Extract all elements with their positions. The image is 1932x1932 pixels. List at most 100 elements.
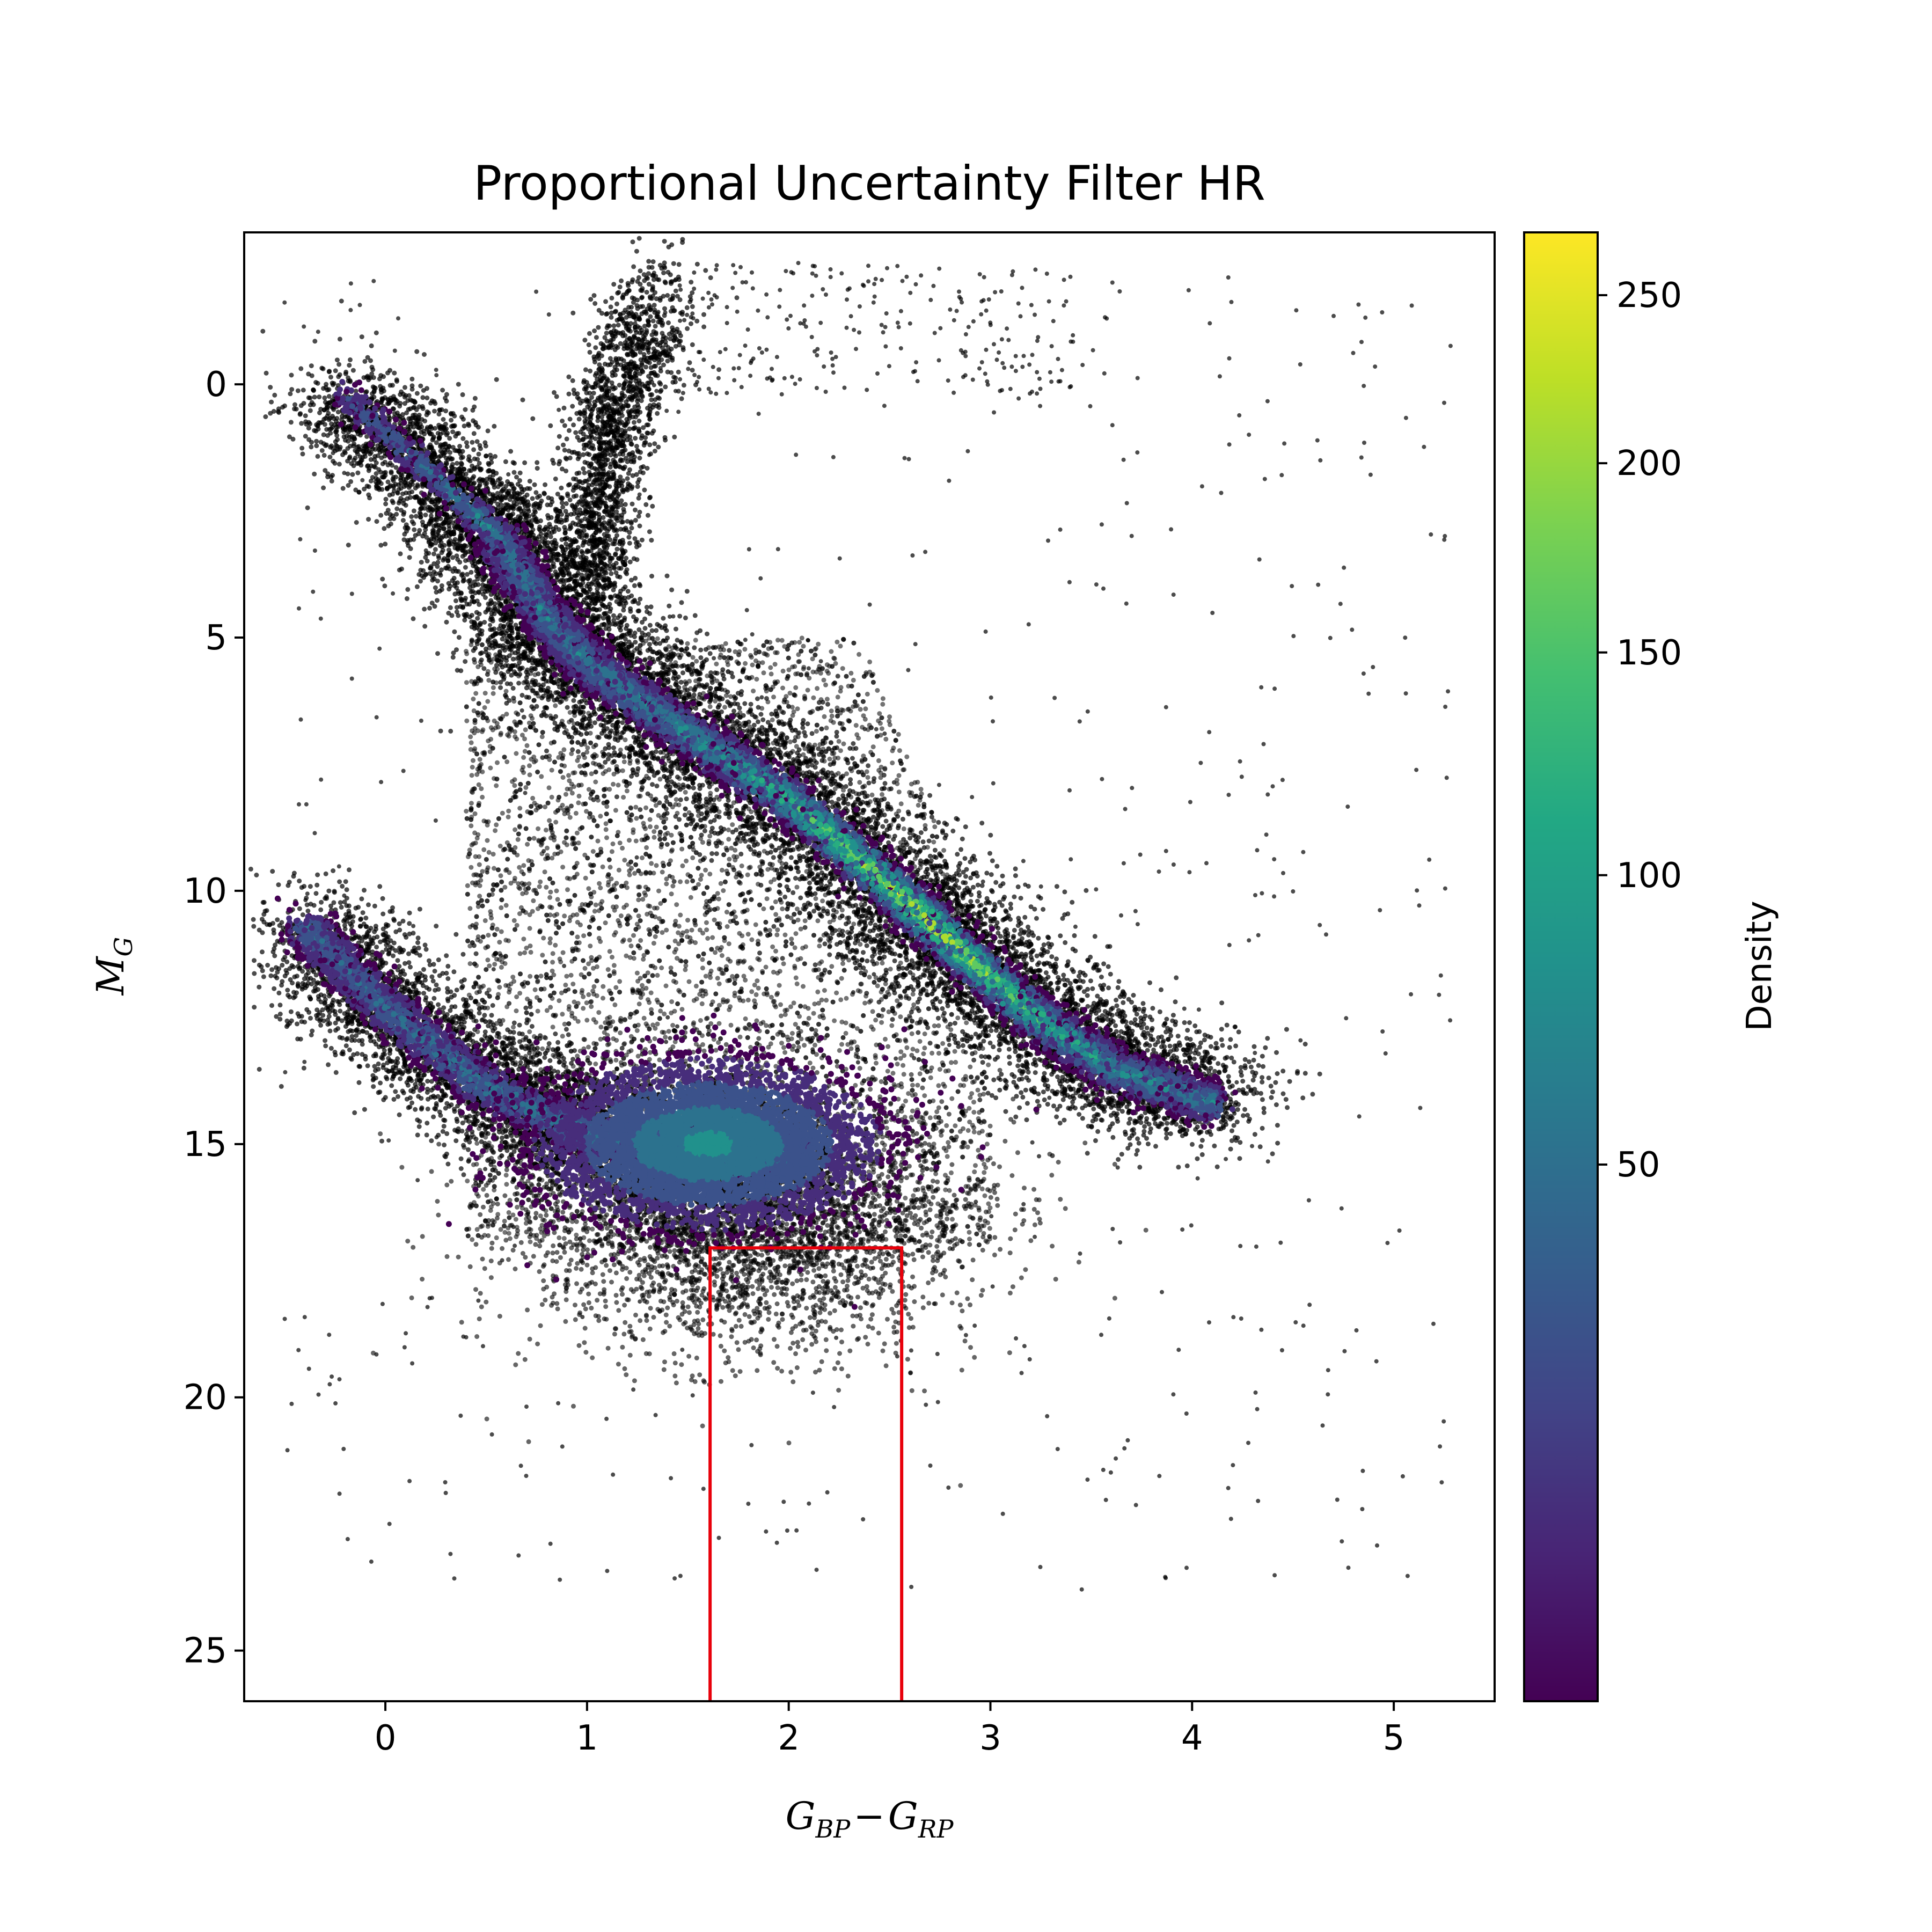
data-point [739, 689, 744, 694]
data-point [916, 1030, 920, 1035]
data-point [771, 924, 776, 929]
data-point [780, 956, 785, 961]
data-point [447, 587, 451, 591]
data-point [640, 785, 645, 790]
data-point [1232, 1059, 1236, 1064]
data-point [1016, 923, 1021, 928]
data-point [1220, 1043, 1225, 1048]
plot-area [210, 218, 1453, 1702]
data-point [448, 729, 453, 734]
data-point [908, 836, 912, 840]
data-point [435, 598, 440, 603]
data-point [1083, 1103, 1088, 1108]
data-point [848, 781, 853, 786]
data-point [1091, 966, 1096, 971]
data-point [1036, 936, 1041, 941]
data-point [1035, 1099, 1040, 1104]
data-point [1274, 1050, 1279, 1055]
data-point [1113, 1023, 1118, 1028]
data-point [968, 899, 973, 904]
data-point [1176, 1034, 1181, 1038]
data-point [649, 604, 654, 609]
data-point [1128, 1117, 1132, 1122]
data-point [1025, 1101, 1030, 1106]
data-point [1212, 1069, 1217, 1074]
data-point [738, 852, 743, 857]
data-point [1017, 1106, 1022, 1110]
data-point [1233, 1043, 1238, 1048]
data-point [1265, 1036, 1270, 1041]
data-point [1241, 1113, 1246, 1118]
data-point [648, 623, 653, 628]
data-point [971, 854, 976, 859]
data-point [865, 958, 869, 963]
data-point [928, 854, 933, 859]
data-point [693, 613, 698, 618]
data-point [828, 762, 833, 767]
data-point [714, 814, 719, 819]
data-point [1137, 1041, 1141, 1046]
data-point [752, 723, 757, 728]
data-point [1016, 884, 1021, 889]
data-point [1281, 1092, 1286, 1096]
data-point [438, 729, 443, 734]
data-point [383, 541, 387, 546]
data-point [1103, 1009, 1108, 1014]
data-point [1146, 1141, 1151, 1146]
data-point [1008, 902, 1013, 906]
data-point [884, 819, 889, 824]
data-point [1280, 1069, 1285, 1073]
data-point [1156, 1035, 1161, 1040]
data-point [1261, 1064, 1265, 1069]
data-point [1165, 1121, 1169, 1126]
data-point [1173, 999, 1178, 1004]
data-point [1284, 1027, 1289, 1032]
data-point [771, 855, 776, 860]
data-point [1190, 1142, 1195, 1147]
data-point [984, 870, 989, 875]
data-point [883, 781, 888, 786]
data-point [698, 648, 703, 653]
data-point [836, 797, 841, 802]
data-point [418, 579, 423, 584]
data-point [667, 604, 671, 609]
data-point [1285, 1105, 1290, 1110]
data-point [953, 1021, 957, 1026]
data-point [674, 627, 678, 632]
data-point [988, 1041, 993, 1045]
data-point [958, 847, 963, 852]
data-point [708, 819, 713, 824]
data-point [1091, 1107, 1096, 1111]
data-point [457, 635, 462, 640]
data-point [683, 813, 687, 817]
data-point [789, 941, 794, 946]
data-point [1185, 1028, 1190, 1033]
data-point [827, 953, 832, 957]
data-point [997, 1088, 1002, 1093]
data-point [405, 587, 410, 592]
data-point [1216, 1061, 1220, 1066]
data-point [791, 902, 795, 907]
data-point [1155, 1040, 1160, 1044]
data-point [722, 677, 727, 682]
data-point [979, 821, 984, 825]
data-point [1150, 1006, 1155, 1011]
data-point [727, 648, 731, 653]
data-point [981, 1038, 986, 1043]
data-point [1119, 1152, 1124, 1157]
data-point [1260, 1080, 1264, 1085]
data-point [1012, 895, 1016, 899]
data-point [1214, 1041, 1219, 1046]
data-point [980, 883, 985, 888]
data-point [422, 607, 427, 612]
data-point [1116, 1008, 1121, 1013]
data-point [917, 997, 922, 1001]
data-point [455, 668, 460, 673]
data-point [976, 883, 980, 888]
data-point [520, 693, 525, 698]
data-point [823, 941, 828, 946]
data-point [1090, 986, 1095, 991]
data-point [611, 613, 616, 618]
data-point [1174, 975, 1179, 980]
data-point [1270, 1151, 1275, 1156]
